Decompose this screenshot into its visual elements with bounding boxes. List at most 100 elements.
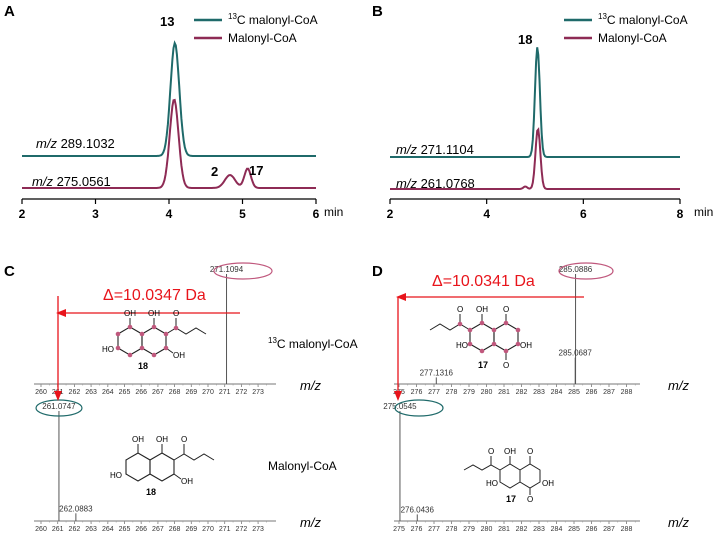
svg-text:OH: OH bbox=[124, 309, 136, 318]
ms-peak-label-c-261.0747: 261.0747 bbox=[42, 402, 76, 411]
mz-label-c-top: m/z bbox=[300, 378, 321, 393]
peak-highlight-d-13c bbox=[558, 262, 614, 280]
peak-highlight-d-12c bbox=[394, 399, 444, 417]
structure-17-labelled: OH O O HO OH O 17 bbox=[429, 305, 532, 370]
shift-arrowhead-c-down bbox=[54, 391, 62, 401]
svg-text:18: 18 bbox=[146, 487, 156, 497]
x-tick-label-b-8: 8 bbox=[677, 207, 684, 221]
trace-a-12c bbox=[22, 98, 316, 189]
trace-a-13c bbox=[22, 40, 316, 157]
svg-text:O: O bbox=[457, 305, 463, 314]
ms-tick-label-c-top-271: 271 bbox=[219, 389, 231, 396]
x-tick-label-b-2: 2 bbox=[387, 207, 394, 221]
svg-text:O: O bbox=[503, 361, 509, 370]
ms-tick-label-c-bottom-266: 266 bbox=[135, 526, 147, 533]
mass-spectrum-d: 275 276 277 278 279 280 281 282 283 284 285 286 287 2… bbox=[383, 262, 689, 533]
ms-tick-label-d-bottom-281: 281 bbox=[498, 526, 510, 533]
ms-peak-label-d-285.0687: 285.0687 bbox=[559, 349, 593, 358]
ms-tick-label-d-bottom-277: 277 bbox=[428, 526, 440, 533]
svg-text:OH: OH bbox=[156, 435, 168, 444]
ms-peaks-c: 271.1094 261.0747 262.0883 bbox=[42, 265, 244, 521]
ms-peak-label-c-262.0883: 262.0883 bbox=[59, 504, 93, 513]
ms-tick-label-c-top-269: 269 bbox=[185, 389, 197, 396]
trace-label-a-13c: m/z 289.1032 bbox=[36, 136, 115, 151]
legend-label-a-13c: 13C malonyl-CoA bbox=[228, 12, 318, 27]
ms-tick-label-c-bottom-271: 271 bbox=[219, 526, 231, 533]
ms-tick-label-d-bottom-276: 276 bbox=[411, 526, 423, 533]
chromatogram-a: 2 3 4 5 6 min 13C malonyl-CoA Malonyl-CoA m/… bbox=[19, 12, 344, 221]
svg-text:O: O bbox=[527, 495, 533, 504]
ms-tick-label-c-bottom-264: 264 bbox=[102, 526, 114, 533]
svg-text:OH: OH bbox=[504, 447, 516, 456]
ms-tick-label-c-top-265: 265 bbox=[119, 389, 131, 396]
ms-tick-label-d-bottom-285: 285 bbox=[568, 526, 580, 533]
ms-peak-label-d-276.0436: 276.0436 bbox=[401, 505, 435, 514]
peak-label-b-18: 18 bbox=[518, 32, 532, 47]
peak-highlight-c-12c bbox=[35, 399, 83, 417]
trace-b-13c bbox=[390, 47, 680, 158]
ms-peak-label-d-277.1316: 277.1316 bbox=[420, 368, 454, 377]
ms-tick-label-d-top-279: 279 bbox=[463, 389, 475, 396]
ms-tick-label-c-bottom-273: 273 bbox=[252, 526, 264, 533]
ms-tick-label-c-top-262: 262 bbox=[69, 389, 81, 396]
svg-text:OH: OH bbox=[132, 435, 144, 444]
mass-spectrum-c: 2602612622632642652662672682692702712722… bbox=[34, 262, 358, 533]
svg-text:O: O bbox=[488, 447, 494, 456]
svg-text:HO: HO bbox=[110, 471, 122, 480]
ms-tick-label-c-top-264: 264 bbox=[102, 389, 114, 396]
ms-tick-label-c-bottom-262: 262 bbox=[69, 526, 81, 533]
ms-tick-label-d-top-285: 285 bbox=[568, 389, 580, 396]
svg-text:OH: OH bbox=[520, 341, 532, 350]
condition-label-c-12c: Malonyl-CoA bbox=[268, 459, 337, 473]
ms-tick-label-c-top-263: 263 bbox=[85, 389, 97, 396]
ms-tick-label-d-bottom-280: 280 bbox=[481, 526, 493, 533]
ms-peak-label-c-271.1094: 271.1094 bbox=[210, 265, 244, 274]
ms-tick-label-d-bottom-283: 283 bbox=[533, 526, 545, 533]
ms-tick-label-d-top-276: 276 bbox=[411, 389, 423, 396]
mz-label-d-top: m/z bbox=[668, 378, 689, 393]
x-tick-label-a-3: 3 bbox=[92, 207, 99, 221]
svg-text:OH: OH bbox=[476, 305, 488, 314]
ms-tick-label-c-bottom-263: 263 bbox=[85, 526, 97, 533]
peak-label-a-2: 2 bbox=[211, 164, 218, 179]
ms-ticks-c: 260 261 262 263 264 265 266 267 268 269 270 271 272 2… bbox=[35, 384, 267, 533]
svg-text:18: 18 bbox=[138, 361, 148, 371]
peak-highlight-c-13c bbox=[213, 262, 273, 280]
x-unit-b: min bbox=[694, 205, 713, 219]
svg-text:OH: OH bbox=[181, 477, 193, 486]
ms-tick-label-d-top-283: 283 bbox=[533, 389, 545, 396]
legend-label-a-12c: Malonyl-CoA bbox=[228, 31, 297, 45]
shift-arrowhead-d-left bbox=[396, 293, 406, 301]
panel-label-c: C bbox=[4, 263, 15, 280]
ms-tick-label-c-bottom-260: 260 bbox=[35, 526, 47, 533]
ms-tick-label-c-top-260: 260 bbox=[35, 389, 47, 396]
svg-text:HO: HO bbox=[486, 479, 498, 488]
ms-peak-label-d-285.0886: 285.0886 bbox=[559, 265, 593, 274]
ms-tick-label-d-bottom-288: 288 bbox=[621, 526, 633, 533]
ms-tick-label-d-top-284: 284 bbox=[551, 389, 563, 396]
x-tick-label-a-4: 4 bbox=[166, 207, 173, 221]
svg-text:OH: OH bbox=[148, 309, 160, 318]
ms-tick-label-c-top-268: 268 bbox=[169, 389, 181, 396]
ms-tick-label-c-bottom-270: 270 bbox=[202, 526, 214, 533]
ms-tick-label-c-bottom-269: 269 bbox=[185, 526, 197, 533]
ms-tick-label-d-bottom-287: 287 bbox=[603, 526, 615, 533]
ms-tick-label-d-bottom-284: 284 bbox=[551, 526, 563, 533]
ms-tick-label-d-top-286: 286 bbox=[586, 389, 598, 396]
x-tick-label-a-2: 2 bbox=[19, 207, 26, 221]
panel-label-a: A bbox=[4, 3, 15, 20]
ms-peaks-d: 285.0886 285.0687 277.1316 275.0545 276.0436 bbox=[383, 265, 593, 521]
legend-label-b-12c: Malonyl-CoA bbox=[598, 31, 667, 45]
peak-label-a-13: 13 bbox=[160, 14, 174, 29]
x-ticks-a: 2 3 4 5 6 bbox=[19, 199, 320, 221]
ms-tick-label-d-bottom-282: 282 bbox=[516, 526, 528, 533]
svg-text:OH: OH bbox=[542, 479, 554, 488]
mz-label-d-bottom: m/z bbox=[668, 515, 689, 530]
delta-label-d: Δ=10.0341 Da bbox=[432, 273, 535, 290]
x-tick-label-b-6: 6 bbox=[580, 207, 587, 221]
x-tick-label-a-6: 6 bbox=[313, 207, 320, 221]
shift-arrowhead-d-down bbox=[394, 391, 402, 401]
ms-tick-label-c-bottom-268: 268 bbox=[169, 526, 181, 533]
ms-tick-label-d-bottom-286: 286 bbox=[586, 526, 598, 533]
